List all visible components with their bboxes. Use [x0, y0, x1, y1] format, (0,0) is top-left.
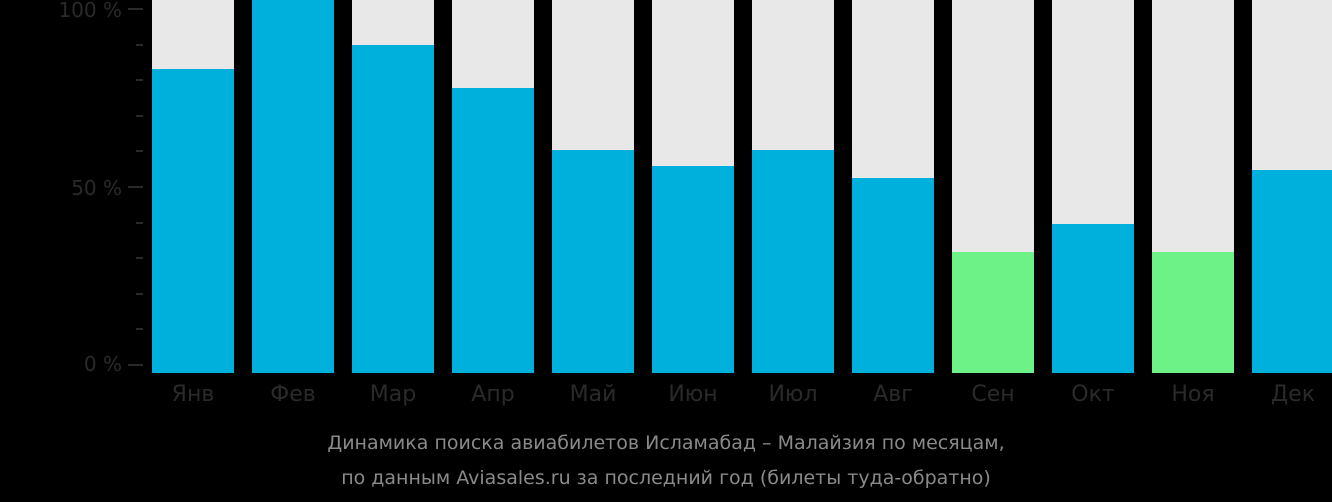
- bar-2: [352, 0, 434, 373]
- x-axis-label: Дек: [1270, 382, 1315, 407]
- x-axis-label: Ноя: [1171, 382, 1215, 407]
- bar-10: [1152, 0, 1234, 373]
- bar-5: [652, 0, 734, 373]
- bar-fill: [652, 166, 734, 373]
- x-axis-label: Июл: [768, 382, 818, 407]
- x-axis-label: Янв: [171, 382, 215, 407]
- y-tick: [136, 221, 143, 224]
- y-tick: [136, 292, 143, 295]
- bar-7: [852, 0, 934, 373]
- caption-line-1: Динамика поиска авиабилетов Исламабад – …: [327, 432, 1005, 454]
- bar-fill: [152, 69, 234, 373]
- bar-fill: [552, 149, 634, 373]
- y-tick: [136, 150, 143, 153]
- bar-6: [752, 0, 834, 373]
- x-axis-label: Окт: [1071, 382, 1115, 407]
- x-axis-label: Апр: [471, 382, 515, 407]
- y-tick: [136, 114, 143, 117]
- x-axis-label: Авг: [873, 382, 913, 407]
- bar-fill: [752, 149, 834, 373]
- x-axis-label: Фев: [270, 382, 316, 407]
- caption-line-2: по данным Aviasales.ru за последний год …: [341, 467, 991, 489]
- y-tick: [136, 43, 143, 46]
- y-tick: [128, 186, 143, 188]
- bar-fill: [952, 252, 1034, 373]
- x-axis-label: Июн: [668, 382, 718, 407]
- y-tick: [128, 364, 143, 366]
- bar-fill: [852, 177, 934, 373]
- y-axis-label-0: 0 %: [83, 352, 122, 376]
- y-tick: [136, 257, 143, 260]
- bar-11: [1252, 0, 1332, 373]
- bar-fill: [1152, 252, 1234, 373]
- y-axis-label-50: 50 %: [71, 176, 122, 200]
- bar-9: [1052, 0, 1134, 373]
- x-axis-label: Сен: [971, 382, 1015, 407]
- x-axis-label: Май: [569, 382, 617, 407]
- y-tick: [136, 328, 143, 331]
- bar-1: [252, 0, 334, 373]
- bar-4: [552, 0, 634, 373]
- y-tick: [136, 79, 143, 82]
- y-tick: [128, 8, 143, 10]
- bar-fill: [452, 88, 534, 373]
- bar-8: [952, 0, 1034, 373]
- bar-fill: [1252, 170, 1332, 373]
- bar-0: [152, 0, 234, 373]
- bar-fill: [252, 0, 334, 373]
- bar-fill: [1052, 224, 1134, 373]
- y-axis-label-100: 100 %: [58, 0, 122, 22]
- bar-fill: [352, 44, 434, 373]
- bar-3: [452, 0, 534, 373]
- x-axis-label: Мар: [369, 382, 417, 407]
